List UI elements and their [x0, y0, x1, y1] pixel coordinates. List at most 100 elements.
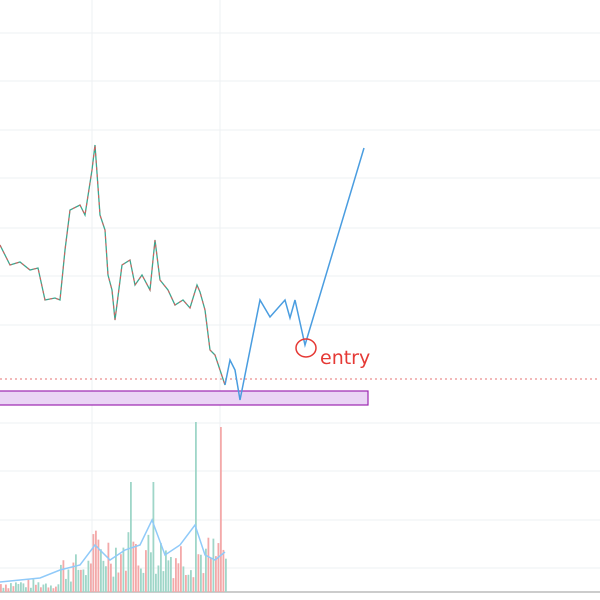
volume-bar	[30, 587, 32, 592]
volume-bar	[172, 578, 175, 592]
volume-bar	[135, 543, 137, 592]
price-candles-down	[0, 144, 226, 386]
volume-bar	[127, 532, 130, 592]
volume-bar	[185, 575, 187, 592]
volume-bar	[97, 539, 100, 592]
volume-bar	[220, 427, 222, 592]
volume-bar	[197, 554, 200, 592]
volume-bar	[77, 569, 80, 592]
volume-bar	[117, 572, 120, 592]
volume-bar	[55, 586, 57, 592]
volume-bar	[65, 578, 67, 592]
volume-bar	[70, 581, 72, 592]
volume-bar	[217, 543, 220, 592]
volume-bar	[32, 579, 35, 592]
volume-bar	[110, 563, 112, 592]
volume-bar	[17, 584, 20, 592]
volume-bar	[222, 549, 225, 592]
volume-bar	[10, 583, 12, 592]
volume-bar	[42, 584, 45, 592]
volume-ma	[0, 518, 226, 583]
volume-bar	[62, 560, 65, 592]
support-zone	[0, 390, 369, 406]
volume-bar	[192, 577, 195, 592]
volume-bar	[225, 558, 227, 592]
volume-bar	[90, 563, 92, 592]
volume-bar	[160, 542, 162, 592]
price-candles	[0, 144, 226, 386]
volume-bar	[22, 583, 25, 592]
volume-bar	[162, 571, 165, 592]
volume-bar	[0, 584, 2, 592]
volume-bar	[145, 550, 147, 592]
volume-bar	[175, 558, 177, 592]
volume-bar	[202, 573, 205, 592]
volume-bar	[157, 565, 160, 592]
volume-bar	[92, 534, 95, 592]
volume-bar	[100, 549, 102, 592]
entry-marker	[295, 338, 317, 358]
volume-bar	[45, 583, 47, 592]
volume-bar	[150, 552, 152, 592]
volume-bar	[210, 557, 212, 592]
volume-bar	[2, 587, 5, 592]
volume-bar	[35, 584, 37, 592]
volume-bar	[7, 588, 10, 592]
volume-bar	[142, 572, 145, 592]
volume-bar	[177, 563, 180, 592]
volume-bar	[190, 570, 192, 592]
volume-bar	[80, 569, 82, 592]
volume-bar	[132, 541, 135, 592]
volume-bar	[15, 582, 17, 592]
volume-bar	[180, 546, 182, 592]
volume-bar	[40, 587, 42, 592]
volume-bar	[212, 538, 215, 592]
volume-bar	[205, 548, 207, 592]
volume-bar	[182, 566, 185, 592]
volume-bar	[125, 570, 127, 592]
volume-bar	[72, 562, 75, 592]
volume-bar	[137, 565, 140, 592]
volume-bar	[165, 550, 167, 592]
volume-bar	[27, 579, 30, 592]
volume-bar	[105, 566, 107, 592]
volume-bar	[147, 534, 150, 592]
entry-label: entry	[320, 347, 370, 369]
volume-bar	[75, 554, 77, 592]
volume-bar	[170, 556, 172, 592]
volume-bar	[195, 422, 197, 592]
volume-bar	[37, 582, 40, 592]
volume-bar	[60, 564, 62, 592]
volume-bar	[215, 556, 217, 592]
volume-bar	[102, 560, 105, 592]
volume-bar	[120, 554, 122, 592]
volume-bar	[47, 587, 50, 592]
volume-bar	[130, 482, 132, 592]
volume-bar	[107, 542, 110, 592]
volume-bar	[25, 587, 27, 592]
volume-bar	[57, 584, 60, 592]
volume-bar	[20, 582, 22, 592]
volume-bar	[50, 585, 52, 592]
volume-bar	[67, 569, 70, 592]
volume-bar	[112, 576, 115, 592]
volume-bar	[87, 560, 90, 592]
volume-bar	[5, 584, 7, 592]
volume-bar	[187, 574, 190, 592]
volume-bar	[52, 588, 55, 592]
volume-bar	[12, 586, 15, 592]
volume-bar	[115, 547, 117, 592]
volume-bar	[140, 568, 142, 592]
volume-bar	[95, 530, 97, 592]
volume-bar	[155, 573, 157, 592]
volume-bar	[200, 554, 202, 592]
volume-bars	[0, 422, 227, 592]
volume-bar	[152, 482, 155, 592]
volume-bar	[82, 569, 85, 592]
volume-bar	[85, 575, 87, 592]
volume-bar	[122, 547, 125, 592]
volume-bar	[167, 560, 170, 592]
